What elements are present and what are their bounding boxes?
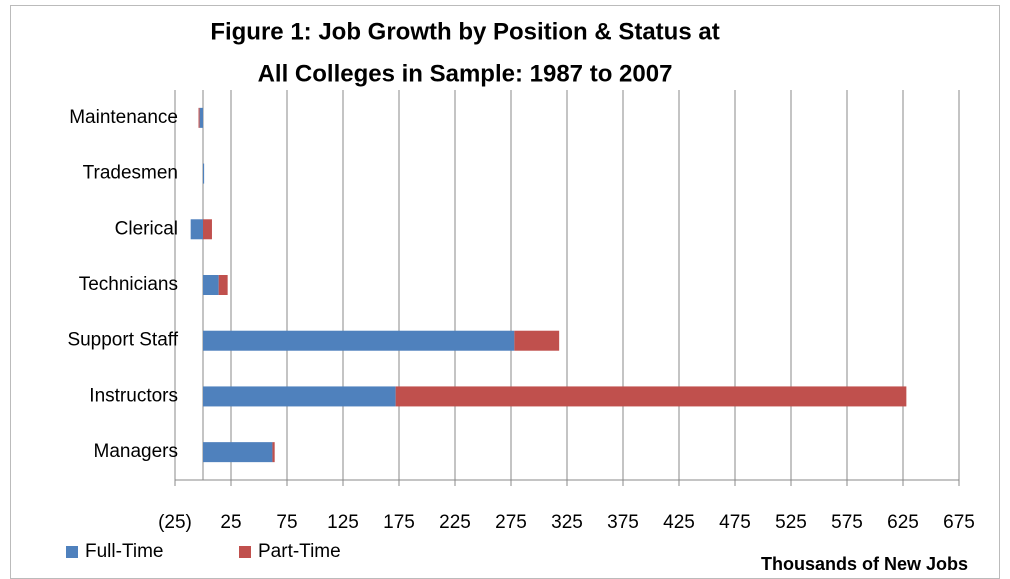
bar [272,442,275,463]
y-tick-label: Instructors [89,385,178,406]
x-tick-label: 675 [943,512,975,533]
bar [199,107,203,128]
bar [190,219,203,240]
legend-label: Full-Time [85,541,163,562]
y-tick-label: Managers [94,441,179,462]
bar [203,275,219,295]
bar [218,275,228,295]
x-tick-label: 225 [439,512,471,533]
y-tick-label: Support Staff [67,330,178,351]
x-tick-label: (25) [158,512,192,533]
y-tick-label: Tradesmen [83,163,178,184]
legend-swatch [239,546,251,558]
x-tick-label: 625 [887,512,919,533]
bar [395,386,907,407]
bar [203,163,205,184]
bar [514,330,560,351]
bar [198,107,200,128]
chart-title: All Colleges in Sample: 1987 to 2007 [258,60,673,87]
bar [203,330,515,351]
chart-title: Figure 1: Job Growth by Position & Statu… [210,18,719,45]
x-tick-label: 125 [327,512,359,533]
x-tick-label: 75 [276,512,297,533]
y-tick-label: Clerical [115,218,178,239]
y-tick-label: Maintenance [69,107,178,128]
x-tick-label: 575 [831,512,863,533]
x-tick-label: 475 [719,512,751,533]
y-tick-label: Technicians [79,274,178,295]
x-tick-label: 25 [220,512,241,533]
legend-label: Part-Time [258,541,341,562]
x-tick-label: 525 [775,512,807,533]
x-tick-label: 275 [495,512,527,533]
x-tick-label: 175 [383,512,415,533]
x-tick-label: 425 [663,512,695,533]
x-tick-label: 325 [551,512,583,533]
bar [203,386,396,407]
x-axis-label: Thousands of New Jobs [761,554,968,574]
bar [203,219,212,240]
x-tick-label: 375 [607,512,639,533]
bar [203,442,273,463]
legend-swatch [66,546,78,558]
